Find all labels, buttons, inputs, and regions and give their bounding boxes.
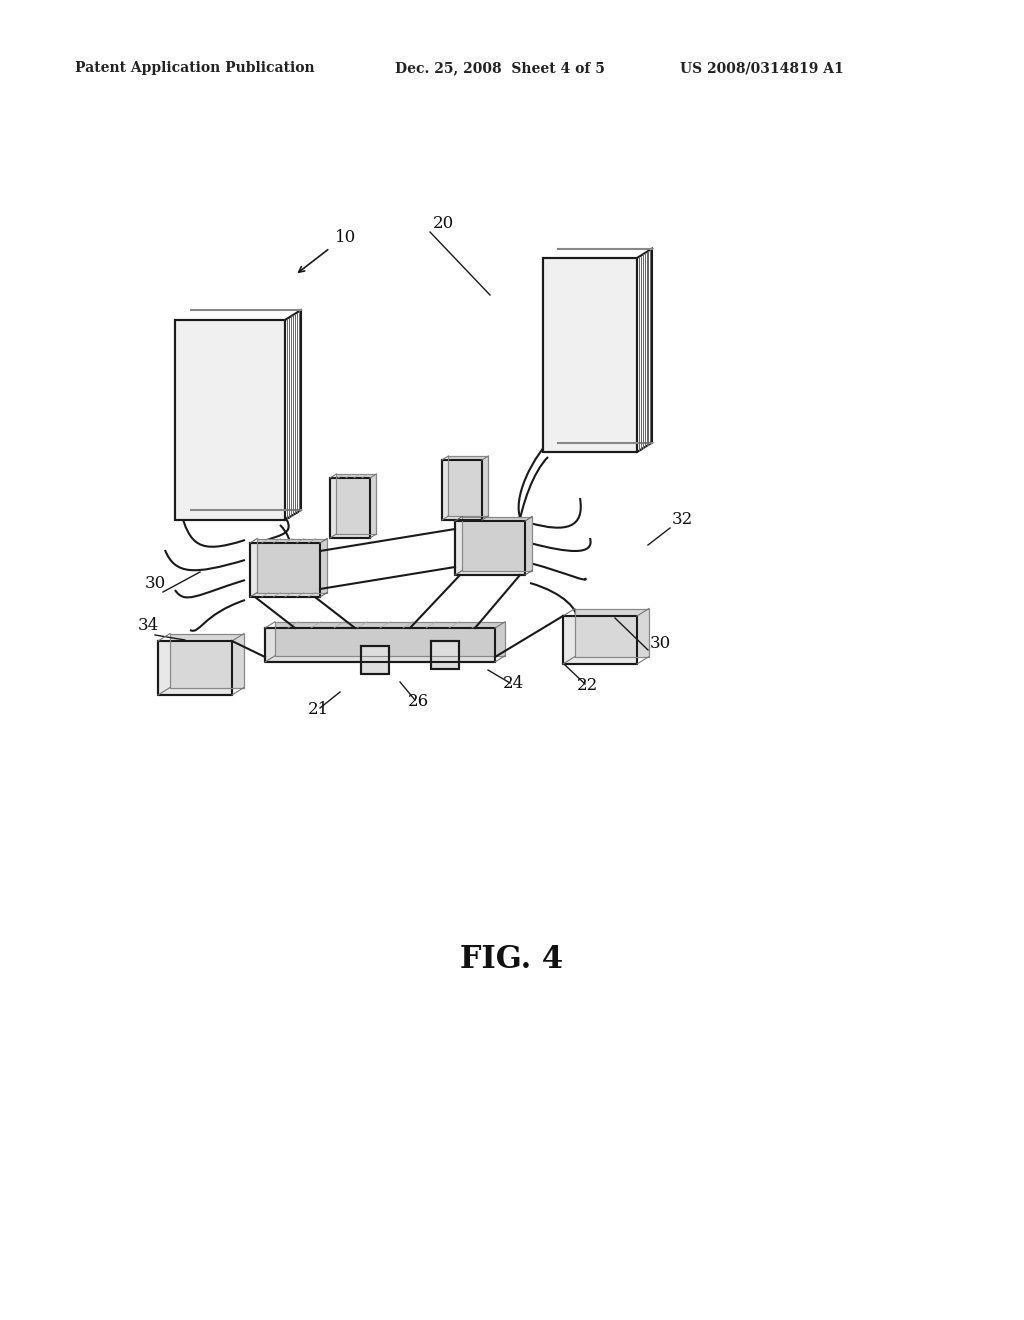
Polygon shape [265, 628, 495, 663]
Polygon shape [250, 543, 319, 597]
Text: 10: 10 [335, 228, 356, 246]
Polygon shape [455, 521, 525, 576]
Text: 26: 26 [408, 693, 429, 710]
Text: US 2008/0314819 A1: US 2008/0314819 A1 [680, 61, 844, 75]
Polygon shape [275, 622, 505, 656]
Polygon shape [158, 642, 232, 696]
Text: 22: 22 [577, 677, 598, 694]
Text: 24: 24 [503, 675, 524, 692]
Polygon shape [257, 539, 328, 593]
Polygon shape [431, 642, 459, 669]
Text: 30: 30 [650, 635, 672, 652]
Polygon shape [337, 474, 377, 535]
Text: 21: 21 [308, 701, 330, 718]
Polygon shape [563, 616, 637, 664]
Polygon shape [361, 645, 389, 675]
Text: Patent Application Publication: Patent Application Publication [75, 61, 314, 75]
Text: 20: 20 [433, 215, 455, 232]
Text: 32: 32 [672, 511, 693, 528]
Polygon shape [175, 319, 285, 520]
Polygon shape [543, 257, 637, 451]
Text: 30: 30 [145, 576, 166, 591]
Text: Dec. 25, 2008  Sheet 4 of 5: Dec. 25, 2008 Sheet 4 of 5 [395, 61, 605, 75]
Polygon shape [462, 516, 532, 570]
Polygon shape [442, 459, 482, 520]
Text: FIG. 4: FIG. 4 [461, 945, 563, 975]
Polygon shape [330, 478, 370, 539]
Polygon shape [170, 634, 244, 688]
Polygon shape [449, 455, 488, 516]
Polygon shape [575, 609, 649, 656]
Text: 34: 34 [138, 616, 160, 634]
